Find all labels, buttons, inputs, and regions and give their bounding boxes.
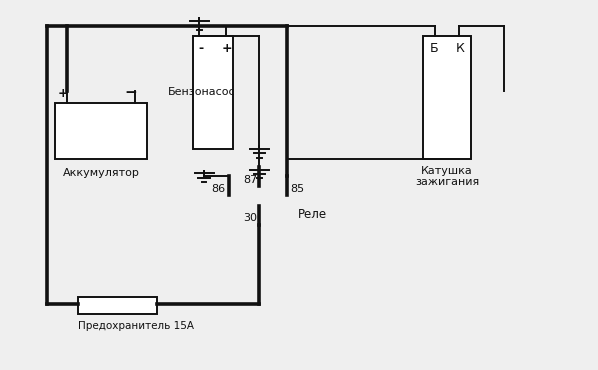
Text: 85: 85 — [291, 184, 305, 194]
Text: +: + — [58, 87, 69, 100]
Text: Б: Б — [430, 42, 438, 55]
Bar — [56, 103, 147, 159]
Text: +: + — [221, 42, 232, 55]
Text: −: − — [124, 85, 137, 100]
Text: К: К — [456, 42, 465, 55]
Bar — [193, 36, 233, 149]
Bar — [78, 297, 157, 314]
Text: 30: 30 — [243, 213, 257, 223]
Text: Реле: Реле — [298, 208, 327, 221]
Text: 87: 87 — [243, 175, 257, 185]
Text: -: - — [198, 42, 203, 55]
Text: Предохранитель 15А: Предохранитель 15А — [78, 322, 194, 332]
Text: Аккумулятор: Аккумулятор — [63, 168, 139, 178]
Text: 86: 86 — [211, 184, 225, 194]
Text: Бензонасос: Бензонасос — [168, 87, 236, 97]
Text: Катушка
зажигания: Катушка зажигания — [415, 166, 479, 188]
Bar — [423, 36, 471, 159]
